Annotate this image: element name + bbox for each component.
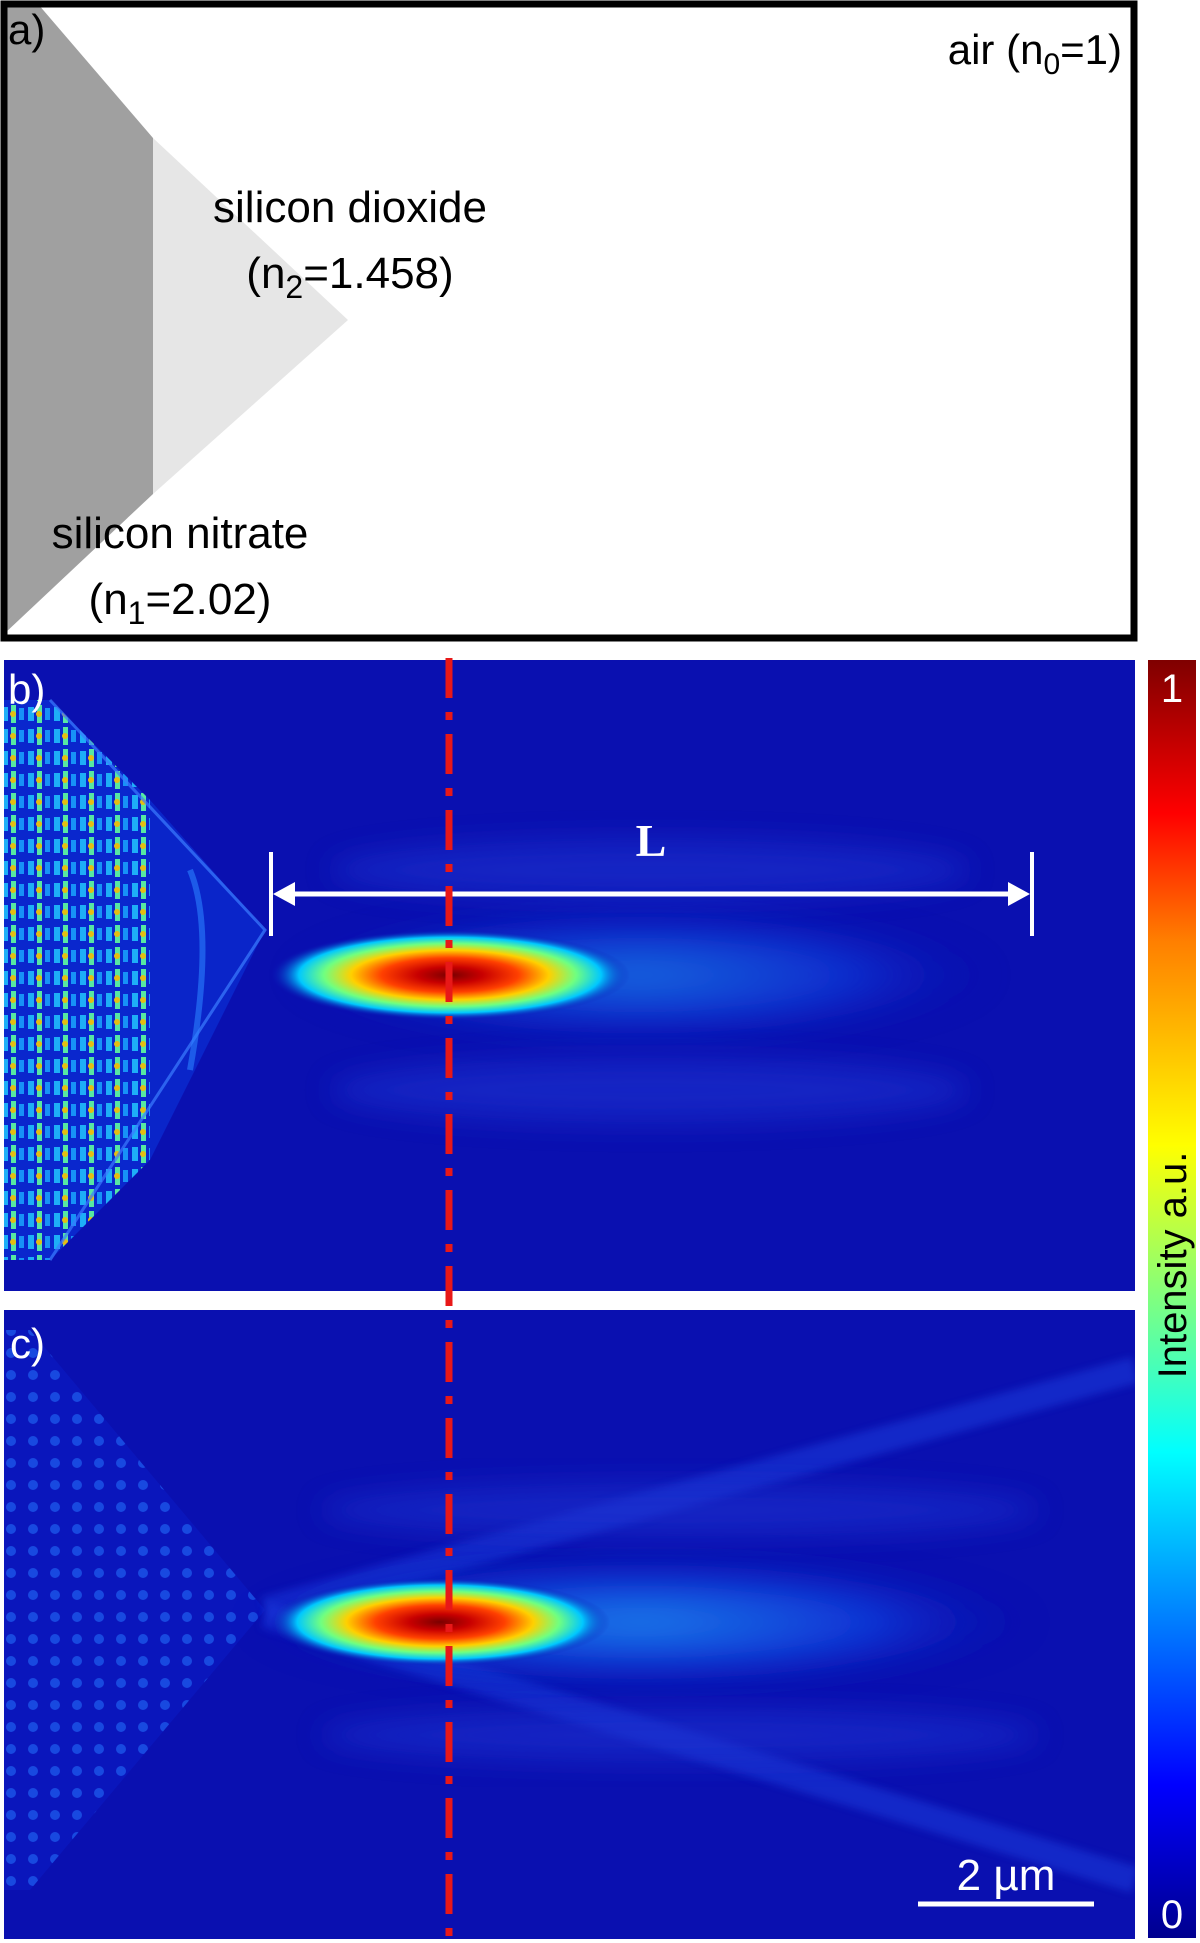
length-marker-left-arrow xyxy=(273,882,295,906)
colorbar-min-label: 0 xyxy=(1161,1893,1183,1937)
panel-c-label: c) xyxy=(10,1320,45,1367)
colorbar: 1 0 Intensity a.u. xyxy=(1148,660,1196,1938)
silicon-dioxide-index: (n2=1.458) xyxy=(246,249,453,305)
panel-b-speckle-region xyxy=(4,700,150,1260)
colorbar-title: Intensity a.u. xyxy=(1151,1152,1195,1379)
panel-b-fringe-arc xyxy=(187,868,206,1071)
panel-b-frame xyxy=(0,656,1139,1296)
panel-c-side-lobe-top xyxy=(320,1484,1040,1536)
panel-a-frame xyxy=(0,0,1138,642)
panel-a-label: a) xyxy=(8,6,45,53)
panel-b: L xyxy=(4,660,1135,1291)
panel-a: a) air (n0=1) silicon dioxide (n2=1.458)… xyxy=(0,0,1138,642)
panel-b-label: b) xyxy=(8,666,45,713)
silicon-nitride-region xyxy=(4,4,153,634)
colorbar-max-label: 1 xyxy=(1161,667,1183,711)
panel-b-interface-edge xyxy=(48,698,267,1261)
air-label: air (n0=1) xyxy=(948,26,1122,81)
panel-c-focal-spot xyxy=(270,1578,610,1666)
panel-c-side-lobe-bottom xyxy=(320,1709,1040,1761)
length-marker: L xyxy=(269,815,1034,936)
panel-c-frame xyxy=(0,1306,1139,1943)
length-marker-right-arrow xyxy=(1008,882,1030,906)
panel-b-side-lobe-bottom xyxy=(330,1058,970,1122)
scale-bar-label: 2 µm xyxy=(957,1851,1056,1900)
panel-c-fringe-region xyxy=(4,1330,265,1890)
silicon-dioxide-label: silicon dioxide xyxy=(213,183,487,232)
silicon-nitrate-index: (n1=2.02) xyxy=(89,575,272,631)
colorbar-gradient xyxy=(1148,660,1196,1938)
silicon-dioxide-region xyxy=(153,138,348,494)
length-marker-label: L xyxy=(636,815,667,866)
silicon-nitrate-label: silicon nitrate xyxy=(52,509,309,558)
panel-c: 2 µm xyxy=(4,1310,1135,1939)
panel-b-side-lobe-top xyxy=(330,840,970,900)
panel-b-interface-glow xyxy=(150,800,265,1160)
